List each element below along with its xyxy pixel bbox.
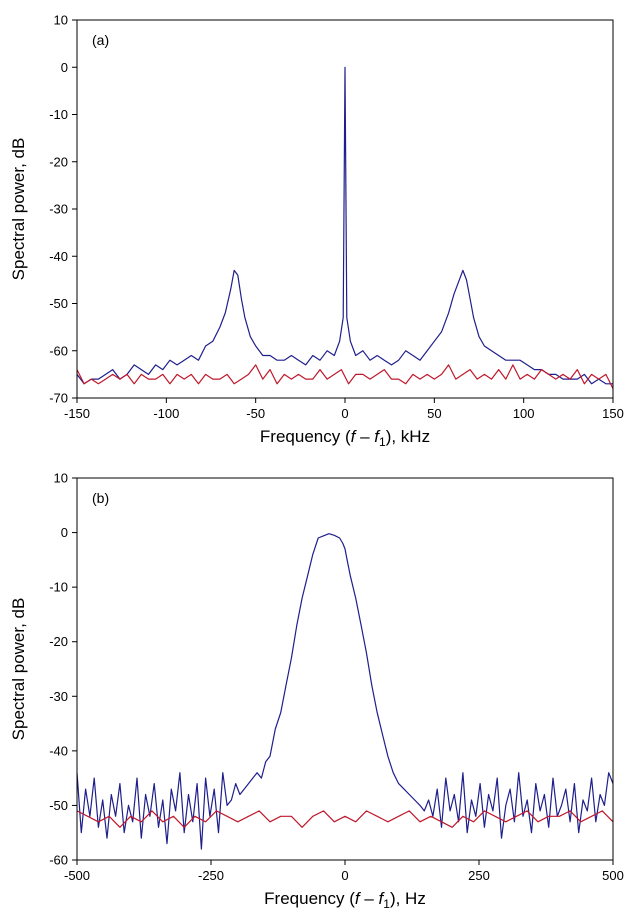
y-tick-label: -40 (49, 249, 68, 264)
y-tick-label: -60 (49, 343, 68, 358)
x-tick-label: -250 (198, 868, 224, 883)
chart-panel-b: 10 0 -10 -20 -30 -40 -50 -60 -500 -250 0 250 500 (b) S… (0, 458, 627, 916)
panel-label-b: (b) (92, 490, 109, 506)
series-line-b-1 (76, 810, 614, 828)
plot-frame-b (76, 477, 614, 861)
y-axis-label-a: Spectral power, dB (9, 138, 28, 281)
y-tick-label: -20 (49, 634, 68, 649)
y-tick-label: -20 (49, 154, 68, 169)
chart-svg-a: 100-10-20-30-40-50-60-70-150 -100 -50 0 50 10… (9, 13, 624, 450)
x-tick-label: -500 (64, 868, 90, 883)
y-tick-label: -10 (49, 107, 68, 122)
y-tick-label: -40 (49, 743, 68, 758)
x-axis-label-a: Frequency (f – f1), kHz (260, 427, 430, 449)
y-axis-label-b: Spectral power, dB (9, 598, 28, 741)
x-tick-label: 0 (341, 868, 348, 883)
y-tick-label: 10 (54, 13, 68, 28)
chart-svg-b: 10 0 -10 -20 -30 -40 -50 -60-500 -250 0 250 500 (b) S… (9, 471, 624, 912)
series-line-b-0 (76, 533, 614, 850)
y-tick-label: -60 (49, 853, 68, 868)
y-tick-label: -30 (49, 689, 68, 704)
x-tick-label: 100 (513, 406, 535, 421)
x-axis-label-b: Frequency (f – f1), Hz (264, 889, 426, 911)
x-tick-label: 0 (341, 406, 348, 421)
y-tick-label: 10 (54, 471, 68, 486)
y-tick-label: -70 (49, 391, 68, 406)
panel-label-a: (a) (92, 32, 109, 48)
y-tick-label: 0 (61, 525, 68, 540)
series-line-a-0 (76, 66, 613, 385)
x-tick-label: 50 (427, 406, 441, 421)
x-tick-label: 500 (602, 868, 624, 883)
x-tick-label: -100 (153, 406, 179, 421)
x-tick-label: -150 (64, 406, 90, 421)
y-tick-label: -10 (49, 580, 68, 595)
series-line-a-1 (76, 364, 614, 389)
y-tick-label: 0 (61, 60, 68, 75)
y-tick-label: -50 (49, 798, 68, 813)
chart-panel-a: 10 0 -10 -20 -30 -40 -50 -60 -70 -150 -100 -50 0 50 10… (9, 13, 624, 450)
y-tick-label: -30 (49, 202, 68, 217)
x-tick-label: 250 (468, 868, 490, 883)
x-tick-label: -50 (246, 406, 265, 421)
x-tick-label: 150 (602, 406, 624, 421)
y-tick-label: -50 (49, 296, 68, 311)
